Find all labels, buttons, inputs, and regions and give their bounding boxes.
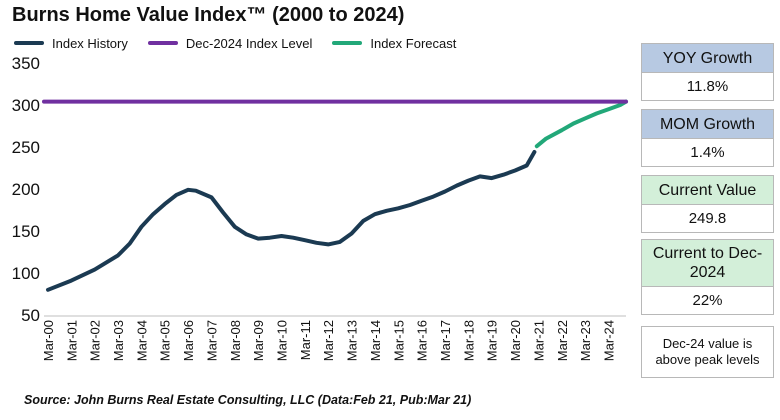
current-value-label: Current Value bbox=[641, 175, 774, 205]
forecast-line bbox=[534, 99, 628, 149]
yoy-growth-label: YOY Growth bbox=[641, 43, 774, 73]
x-tick-label: Mar-18 bbox=[461, 320, 476, 361]
legend-swatch-peak bbox=[147, 41, 178, 45]
x-tick-label: Mar-10 bbox=[275, 320, 290, 361]
legend-item-peak: Dec-2024 Index Level bbox=[147, 35, 313, 51]
legend-label-forecast: Index Forecast bbox=[370, 35, 457, 51]
x-tick-label: Mar-24 bbox=[601, 320, 616, 361]
x-tick-label: Mar-16 bbox=[415, 320, 430, 361]
y-tick-label: 150 bbox=[12, 222, 40, 241]
yoy-growth-card: YOY Growth 11.8% bbox=[641, 43, 774, 101]
current-to-dec-card: Current to Dec-2024 22% bbox=[641, 239, 774, 315]
x-tick-label: Mar-22 bbox=[555, 320, 570, 361]
mom-growth-card: MOM Growth 1.4% bbox=[641, 109, 774, 167]
legend-item-history: Index History bbox=[14, 36, 128, 51]
x-tick-label: Mar-03 bbox=[111, 320, 126, 361]
x-tick-label: Mar-05 bbox=[158, 320, 173, 361]
mom-growth-label: MOM Growth bbox=[641, 109, 774, 139]
source-note: Source: John Burns Real Estate Consultin… bbox=[24, 393, 472, 407]
chart-legend: Index History Dec-2024 Index Level Index… bbox=[14, 35, 476, 51]
x-tick-label: Mar-17 bbox=[438, 320, 453, 361]
peak-note: Dec-24 value is above peak levels bbox=[641, 326, 774, 378]
chart-title: Burns Home Value Index™ (2000 to 2024) bbox=[12, 4, 405, 26]
current-value-value: 249.8 bbox=[641, 205, 774, 233]
x-tick-label: Mar-01 bbox=[64, 320, 79, 361]
mom-growth-value: 1.4% bbox=[641, 139, 774, 167]
yoy-growth-value: 11.8% bbox=[641, 73, 774, 101]
y-tick-label: 50 bbox=[21, 306, 40, 325]
x-tick-label: Mar-13 bbox=[345, 320, 360, 361]
y-tick-label: 200 bbox=[12, 180, 40, 199]
x-tick-label: Mar-07 bbox=[204, 320, 219, 361]
x-tick-label: Mar-11 bbox=[298, 320, 313, 360]
x-tick-label: Mar-00 bbox=[41, 320, 56, 361]
current-to-dec-value: 22% bbox=[641, 287, 774, 315]
current-to-dec-label: Current to Dec-2024 bbox=[641, 239, 774, 287]
legend-swatch-history bbox=[14, 41, 44, 45]
y-tick-label: 250 bbox=[12, 138, 40, 157]
x-tick-label: Mar-19 bbox=[485, 320, 500, 361]
x-tick-label: Mar-23 bbox=[578, 320, 593, 361]
x-tick-label: Mar-08 bbox=[228, 320, 243, 361]
legend-item-forecast: Index Forecast bbox=[332, 36, 456, 51]
line-chart: 50 100 150 200 250 300 350 Mar-00 Mar-01 Mar-02 Ma… bbox=[12, 54, 628, 361]
y-tick-label: 350 bbox=[12, 54, 40, 73]
x-tick-label: Mar-04 bbox=[134, 320, 149, 361]
x-tick-label: Mar-09 bbox=[251, 320, 266, 361]
x-tick-label: Mar-14 bbox=[368, 320, 383, 361]
x-tick-label: Mar-02 bbox=[88, 320, 103, 361]
legend-label-peak: Dec-2024 Index Level bbox=[185, 35, 313, 51]
x-tick-label: Mar-21 bbox=[531, 320, 546, 361]
legend-label-history: Index History bbox=[52, 35, 128, 51]
x-tick-label: Mar-20 bbox=[508, 320, 523, 361]
current-value-card: Current Value 249.8 bbox=[641, 175, 774, 233]
history-line bbox=[46, 150, 537, 292]
x-tick-label: Mar-15 bbox=[391, 320, 406, 361]
x-tick-label: Mar-06 bbox=[181, 320, 196, 361]
y-tick-label: 100 bbox=[12, 264, 40, 283]
x-tick-label: Mar-12 bbox=[321, 320, 336, 361]
y-tick-label: 300 bbox=[12, 96, 40, 115]
legend-swatch-forecast bbox=[332, 41, 363, 45]
